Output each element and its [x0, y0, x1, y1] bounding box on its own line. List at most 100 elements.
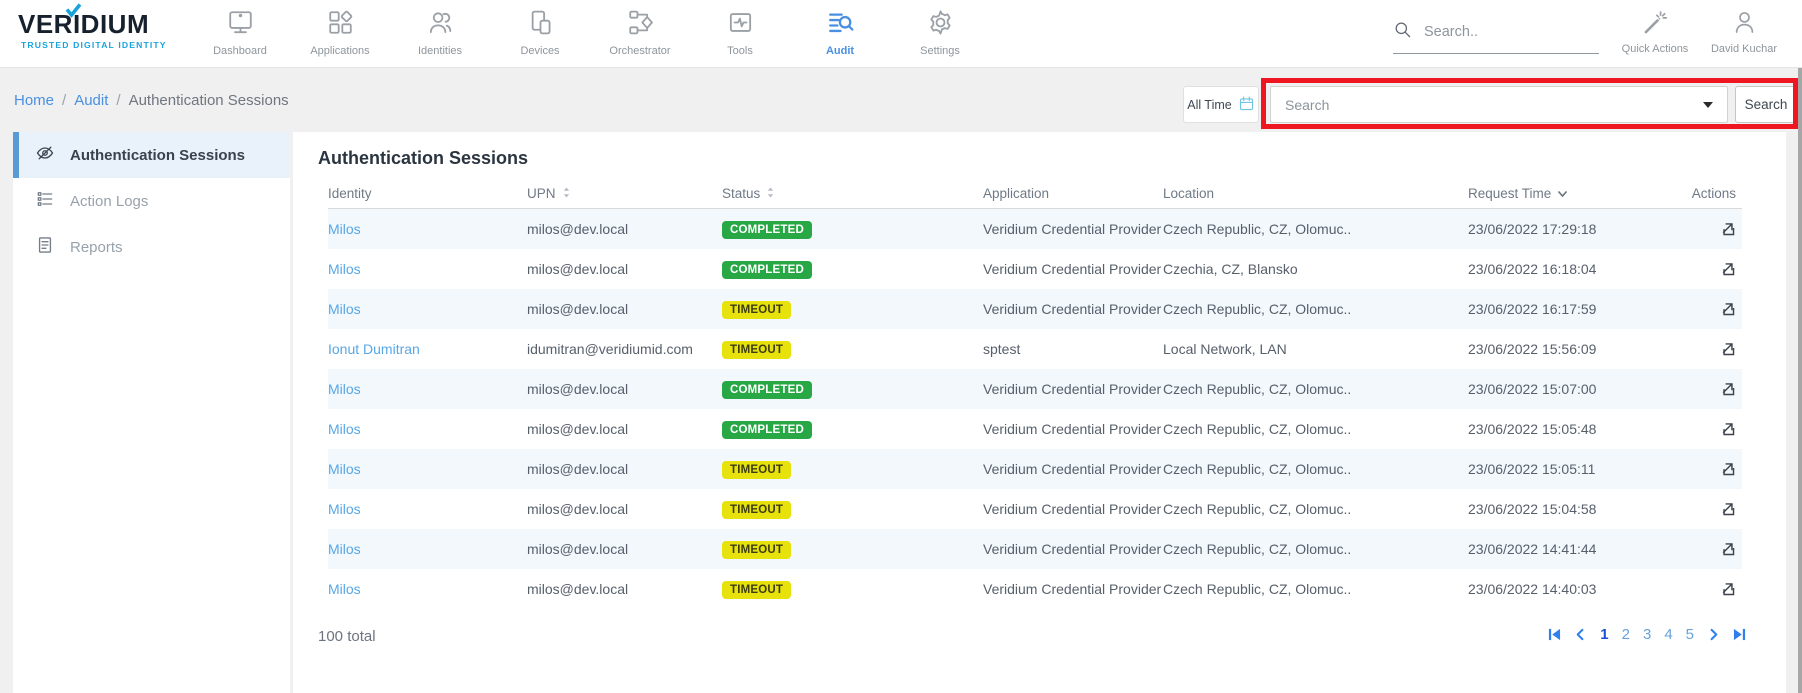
sidebar: Authentication Sessions Action Logs Report…	[13, 132, 290, 693]
breadcrumb-separator: /	[116, 92, 120, 109]
cell-identity: Milos	[328, 461, 527, 477]
devices-icon	[526, 8, 555, 40]
scrollbar[interactable]	[1798, 0, 1802, 693]
column-header-upn[interactable]: UPN	[527, 186, 722, 202]
pagination-page-4[interactable]: 4	[1664, 626, 1672, 643]
cell-upn: milos@dev.local	[527, 501, 722, 517]
cell-status: COMPLETED	[722, 220, 983, 239]
open-session-icon[interactable]	[1718, 219, 1736, 240]
cell-location: Czech Republic, CZ, Olomuc..	[1163, 301, 1468, 317]
open-session-icon[interactable]	[1718, 499, 1736, 520]
search-type-dropdown[interactable]: Search	[1270, 86, 1728, 123]
cell-request-time: 23/06/2022 15:05:11	[1468, 461, 1660, 477]
pagination-page-1[interactable]: 1	[1600, 626, 1608, 643]
identity-link[interactable]: Milos	[328, 501, 361, 517]
column-header-status[interactable]: Status	[722, 186, 983, 202]
pagination-page-2[interactable]: 2	[1622, 626, 1630, 643]
identity-link[interactable]: Milos	[328, 461, 361, 477]
nav-item-settings[interactable]: Settings	[890, 0, 990, 68]
brand-logo[interactable]: VERIDIUM TRUSTED DIGITAL IDENTITY	[18, 11, 188, 50]
open-session-icon[interactable]	[1718, 539, 1736, 560]
cell-request-time: 23/06/2022 14:41:44	[1468, 541, 1660, 557]
nav-item-tools[interactable]: Tools	[690, 0, 790, 68]
status-badge: COMPLETED	[722, 421, 812, 439]
open-session-icon[interactable]	[1718, 579, 1736, 600]
cell-status: TIMEOUT	[722, 500, 983, 519]
cell-status: COMPLETED	[722, 380, 983, 399]
pagination-page-5[interactable]: 5	[1686, 626, 1694, 643]
breadcrumb-item-authentication-sessions: Authentication Sessions	[129, 92, 289, 109]
cell-actions	[1660, 219, 1742, 240]
global-search	[1393, 20, 1599, 54]
status-badge: TIMEOUT	[722, 581, 791, 599]
open-session-icon[interactable]	[1718, 459, 1736, 480]
nav-label: Dashboard	[213, 45, 267, 57]
identity-link[interactable]: Milos	[328, 221, 361, 237]
nav-item-audit[interactable]: Audit	[790, 0, 890, 68]
open-session-icon[interactable]	[1718, 379, 1736, 400]
open-session-icon[interactable]	[1718, 339, 1736, 360]
pagination-first-icon[interactable]	[1548, 628, 1561, 641]
sidebar-item-reports[interactable]: Reports	[13, 224, 290, 270]
user-name-label: David Kuchar	[1711, 43, 1777, 55]
nav-item-identities[interactable]: Identities	[390, 0, 490, 68]
cell-status: TIMEOUT	[722, 580, 983, 599]
nav-item-applications[interactable]: Applications	[290, 0, 390, 68]
pagination-next-icon[interactable]	[1707, 628, 1720, 641]
cell-application: Veridium Credential Provider	[983, 261, 1163, 277]
cell-identity: Milos	[328, 301, 527, 317]
cell-request-time: 23/06/2022 15:05:48	[1468, 421, 1660, 437]
breadcrumb-item-home[interactable]: Home	[14, 92, 54, 109]
open-session-icon[interactable]	[1718, 259, 1736, 280]
identity-link[interactable]: Milos	[328, 421, 361, 437]
identity-link[interactable]: Ionut Dumitran	[328, 341, 420, 357]
user-menu-button[interactable]: David Kuchar	[1706, 9, 1782, 55]
search-button[interactable]: Search	[1735, 86, 1797, 123]
sidebar-item-label: Authentication Sessions	[70, 147, 245, 164]
global-search-input[interactable]	[1424, 24, 1574, 40]
breadcrumb-item-audit[interactable]: Audit	[74, 92, 108, 109]
cell-identity: Ionut Dumitran	[328, 341, 527, 357]
cell-request-time: 23/06/2022 15:04:58	[1468, 501, 1660, 517]
column-label: Application	[983, 186, 1049, 201]
nav-item-orchestrator[interactable]: Orchestrator	[590, 0, 690, 68]
sidebar-item-action-logs[interactable]: Action Logs	[13, 178, 290, 224]
cell-identity: Milos	[328, 221, 527, 237]
content-panel: Authentication Sessions IdentityUPNStatu…	[293, 132, 1786, 693]
identity-link[interactable]: Milos	[328, 381, 361, 397]
breadcrumb: Home/Audit/Authentication Sessions	[14, 92, 289, 109]
nav-item-dashboard[interactable]: Dashboard	[190, 0, 290, 68]
quick-actions-button[interactable]: Quick Actions	[1612, 9, 1698, 55]
status-badge: TIMEOUT	[722, 301, 791, 319]
sidebar-item-label: Reports	[70, 239, 123, 256]
cell-application: sptest	[983, 341, 1163, 357]
sort-updown-icon	[562, 186, 571, 202]
cell-identity: Milos	[328, 541, 527, 557]
cell-application: Veridium Credential Provider	[983, 581, 1163, 597]
nav-label: Tools	[727, 45, 753, 57]
open-session-icon[interactable]	[1718, 299, 1736, 320]
cell-location: Czech Republic, CZ, Olomuc..	[1163, 421, 1468, 437]
identity-link[interactable]: Milos	[328, 581, 361, 597]
nav-item-devices[interactable]: Devices	[490, 0, 590, 68]
column-header-request-time[interactable]: Request Time	[1468, 186, 1660, 201]
status-badge: COMPLETED	[722, 381, 812, 399]
pagination-page-3[interactable]: 3	[1643, 626, 1651, 643]
caret-down-icon	[1703, 102, 1713, 108]
open-session-icon[interactable]	[1718, 419, 1736, 440]
column-header-location: Location	[1163, 186, 1468, 201]
column-label: Location	[1163, 186, 1214, 201]
status-badge: TIMEOUT	[722, 541, 791, 559]
pagination-last-icon[interactable]	[1733, 628, 1746, 641]
table-row: Milosmilos@dev.localTIMEOUTVeridium Cred…	[328, 569, 1742, 609]
sidebar-item-authentication-sessions[interactable]: Authentication Sessions	[13, 132, 290, 178]
time-filter-button[interactable]: All Time	[1183, 86, 1259, 123]
cell-upn: milos@dev.local	[527, 381, 722, 397]
pagination-prev-icon[interactable]	[1574, 628, 1587, 641]
identity-link[interactable]: Milos	[328, 541, 361, 557]
identity-link[interactable]: Milos	[328, 261, 361, 277]
identity-link[interactable]: Milos	[328, 301, 361, 317]
column-label: Status	[722, 186, 760, 201]
cell-application: Veridium Credential Provider	[983, 301, 1163, 317]
cell-request-time: 23/06/2022 15:56:09	[1468, 341, 1660, 357]
